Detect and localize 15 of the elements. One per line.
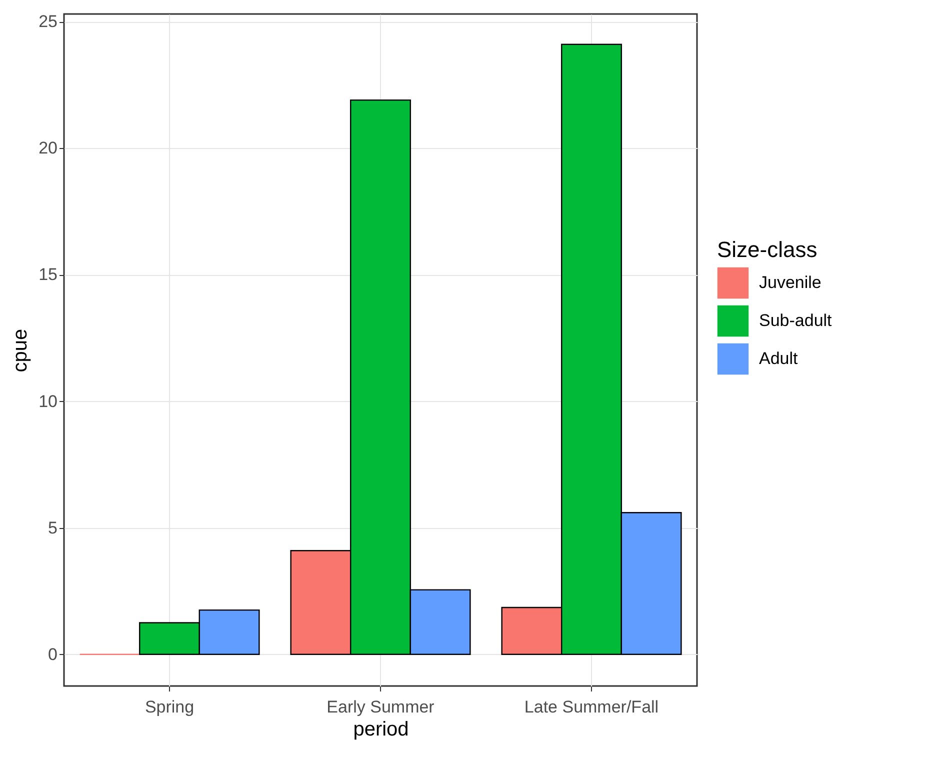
- legend-label: Juvenile: [759, 273, 822, 292]
- y-tick-label: 5: [48, 518, 58, 538]
- y-tick-label: 15: [38, 265, 58, 284]
- y-tick-label: 10: [38, 392, 58, 411]
- x-tick-label: Late Summer/Fall: [524, 698, 659, 716]
- legend-label: Sub-adult: [759, 311, 832, 330]
- legend-label: Adult: [759, 349, 798, 368]
- y-tick-label: 25: [38, 12, 58, 32]
- y-tick-label: 0: [48, 644, 58, 664]
- y-tick-label: 20: [38, 138, 58, 158]
- x-axis-title: period: [353, 718, 409, 740]
- x-tick-label: Early Summer: [326, 698, 435, 716]
- y-axis-title: cpue: [10, 328, 32, 372]
- x-tick-label: Spring: [144, 698, 194, 716]
- legend-title: Size-class: [717, 237, 818, 262]
